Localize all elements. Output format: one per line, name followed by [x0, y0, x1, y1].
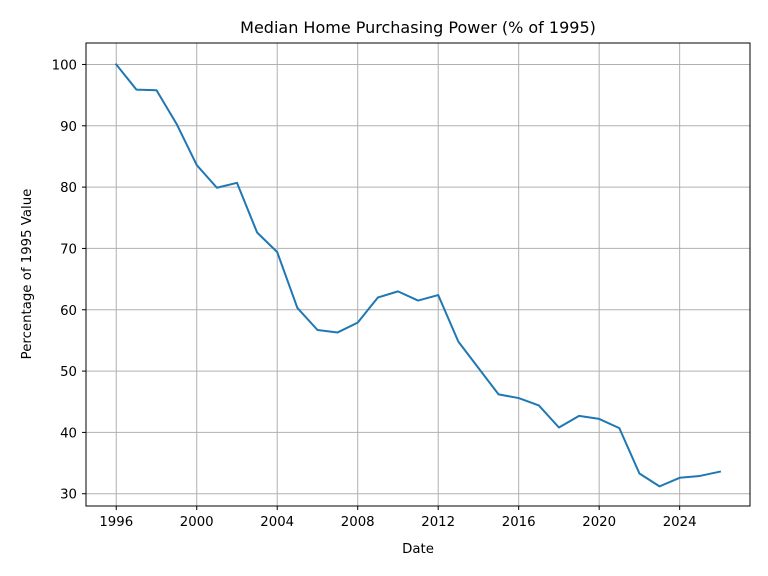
- grid: [86, 43, 750, 506]
- x-tick-label: 2016: [502, 515, 536, 530]
- y-tick-label: 70: [60, 242, 77, 257]
- x-tick-label: 2000: [180, 515, 214, 530]
- y-tick-label: 40: [60, 426, 77, 441]
- y-axis: 30 40 50 60 70 80 90 100: [52, 58, 86, 503]
- y-tick-label: 80: [60, 181, 77, 196]
- y-tick-label: 50: [60, 365, 77, 380]
- x-tick-label: 2004: [260, 515, 294, 530]
- x-tick-label: 1996: [99, 515, 133, 530]
- x-axis-label: Date: [402, 542, 434, 557]
- x-tick-label: 2012: [421, 515, 455, 530]
- y-axis-label: Percentage of 1995 Value: [20, 189, 35, 360]
- x-axis: 1996 2000 2004 2008 2012 2016 2020 2024: [99, 506, 697, 530]
- x-tick-label: 2024: [663, 515, 697, 530]
- x-tick-label: 2008: [341, 515, 375, 530]
- y-tick-label: 60: [60, 304, 77, 319]
- plot-frame: [85, 42, 751, 507]
- y-tick-label: 100: [52, 58, 77, 73]
- y-tick-label: 30: [60, 488, 77, 503]
- series-line: [114, 63, 722, 488]
- x-tick-label: 2020: [582, 515, 616, 530]
- y-tick-label: 90: [60, 120, 77, 135]
- series-layer: [114, 63, 722, 488]
- chart-title: Median Home Purchasing Power (% of 1995): [240, 18, 596, 37]
